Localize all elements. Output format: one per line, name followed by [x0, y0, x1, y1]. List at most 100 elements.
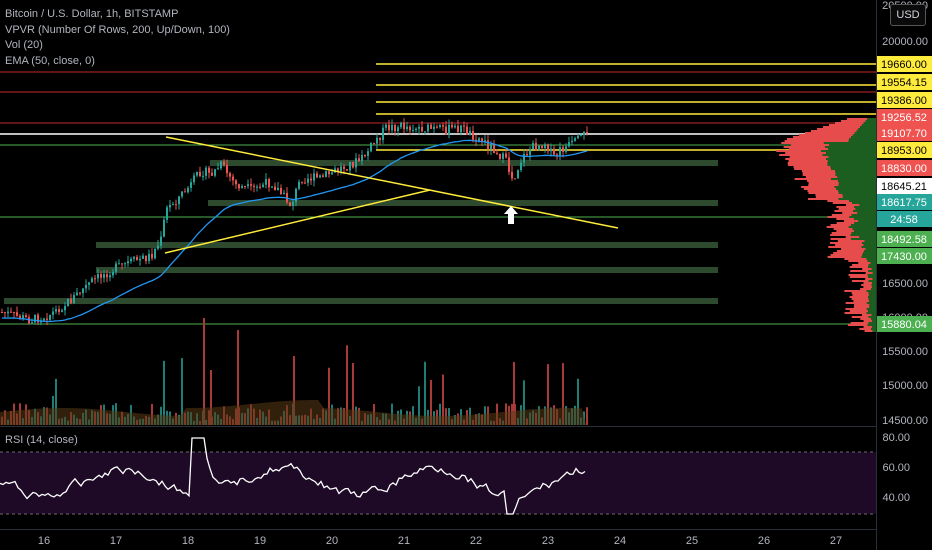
vpvr-bar-up: [869, 306, 876, 308]
vpvr-bar-down: [802, 174, 836, 176]
x-tick-label: 27: [830, 535, 842, 547]
candle-body: [229, 173, 231, 177]
candle-body: [31, 322, 33, 324]
vpvr-bar-down: [807, 180, 839, 182]
candle-body: [295, 188, 297, 203]
vpvr-bar-up: [866, 258, 876, 260]
candle-body: [133, 256, 135, 259]
candle-body: [172, 204, 174, 206]
vpvr-bar-down: [831, 232, 852, 234]
price-tag-bg: [877, 142, 932, 158]
support-zone: [210, 160, 718, 166]
candle-body: [61, 310, 63, 313]
candle-body: [226, 165, 228, 174]
volume-bar: [328, 367, 330, 425]
candle-body: [223, 161, 225, 166]
vpvr-bar-down: [787, 138, 850, 140]
indicator-ema[interactable]: EMA (50, close, 0): [5, 54, 95, 67]
candle-body: [43, 318, 45, 321]
vpvr-bar-down: [802, 172, 836, 174]
candle-body: [523, 154, 525, 163]
vpvr-bar-down: [829, 124, 862, 126]
vpvr-bar-up: [854, 222, 876, 224]
vpvr-bar-up: [867, 274, 876, 276]
candle-body: [514, 178, 516, 180]
vpvr-bar-up: [849, 200, 876, 202]
volume-bar: [346, 345, 348, 425]
y-tick-label: 14500.00: [882, 415, 928, 427]
candle-body: [112, 272, 114, 276]
vpvr-bar-down: [817, 128, 859, 130]
candle-body: [241, 185, 243, 189]
indicator-volume[interactable]: Vol (20): [5, 39, 43, 51]
vpvr-bar-up: [872, 320, 876, 322]
vpvr-bar-up: [871, 328, 876, 330]
indicator-vpvr[interactable]: VPVR (Number Of Rows, 200, Up/Down, 100): [5, 23, 230, 36]
vpvr-bar-up: [838, 180, 876, 182]
vpvr-bar-up: [862, 242, 876, 244]
support-zone: [208, 200, 718, 206]
vpvr-bar-down: [830, 238, 852, 240]
vpvr-bar-down: [849, 276, 869, 278]
candle-body: [466, 126, 468, 135]
vpvr-bar-down: [787, 164, 828, 166]
candle-body: [1, 312, 3, 313]
candle-body: [562, 147, 564, 152]
vpvr-bar-up: [838, 184, 876, 186]
candle-body: [292, 202, 294, 206]
vpvr-bar-down: [781, 142, 824, 144]
vpvr-bar-up: [830, 166, 876, 168]
price-tag-bg: [877, 92, 932, 108]
pane-separator: [0, 529, 876, 530]
candle-body: [454, 125, 456, 128]
vpvr-bar-up: [821, 150, 876, 152]
vpvr-bar-up: [860, 126, 876, 128]
price-tag-label: 17430.00: [881, 251, 927, 263]
vpvr-bar-up: [849, 138, 876, 140]
vpvr-bar-up: [851, 232, 876, 234]
vpvr-bar-up: [825, 146, 876, 148]
vpvr-bar-down: [827, 200, 850, 202]
vpvr-bar-down: [837, 240, 865, 242]
price-tags: 19660.00 19554.15 19386.00 19256.52 19107.70…: [877, 56, 932, 332]
candle-body: [433, 126, 435, 129]
vpvr-bar-down: [844, 290, 867, 292]
candle-body: [49, 314, 51, 320]
candle-body: [388, 124, 390, 131]
price-tag-label: 19107.70: [881, 128, 927, 140]
candle-body: [445, 126, 447, 135]
candle-body: [262, 184, 264, 188]
vpvr-bar-up: [868, 292, 876, 294]
vpvr-bar-up: [854, 230, 876, 232]
rsi-indicator-label[interactable]: RSI (14, close): [5, 434, 78, 446]
vpvr-bar-up: [859, 236, 876, 238]
candle-body: [394, 124, 396, 132]
candle-body: [235, 180, 237, 185]
vpvr-bar-up: [861, 124, 876, 126]
y-tick-label: 20000.00: [882, 36, 928, 48]
volume-bar: [424, 361, 426, 425]
vpvr-bar-up: [835, 174, 876, 176]
candle-body: [121, 263, 123, 265]
vpvr-bar-down: [830, 254, 863, 256]
candle-body: [148, 253, 150, 262]
symbol-title[interactable]: Bitcoin / U.S. Dollar, 1h, BITSTAMP: [5, 8, 179, 20]
candle-body: [94, 278, 96, 280]
vpvr-bar-down: [794, 168, 831, 170]
vpvr-bar-down: [776, 150, 822, 152]
candle-body: [436, 126, 438, 128]
vpvr-bar-up: [848, 140, 876, 142]
candle-body: [472, 130, 474, 140]
vpvr-bar-up: [853, 210, 876, 212]
price-tag-bg: [877, 74, 932, 90]
candle-body: [409, 126, 411, 131]
vpvr-bar-up: [858, 220, 876, 222]
vpvr-bar-up: [871, 268, 876, 270]
candle-body: [52, 311, 54, 315]
vpvr-bar-down: [849, 266, 869, 268]
vpvr-bar-up: [868, 296, 876, 298]
candle-body: [346, 169, 348, 171]
currency-button[interactable]: USD: [890, 4, 926, 26]
vpvr-bar-down: [854, 304, 870, 306]
